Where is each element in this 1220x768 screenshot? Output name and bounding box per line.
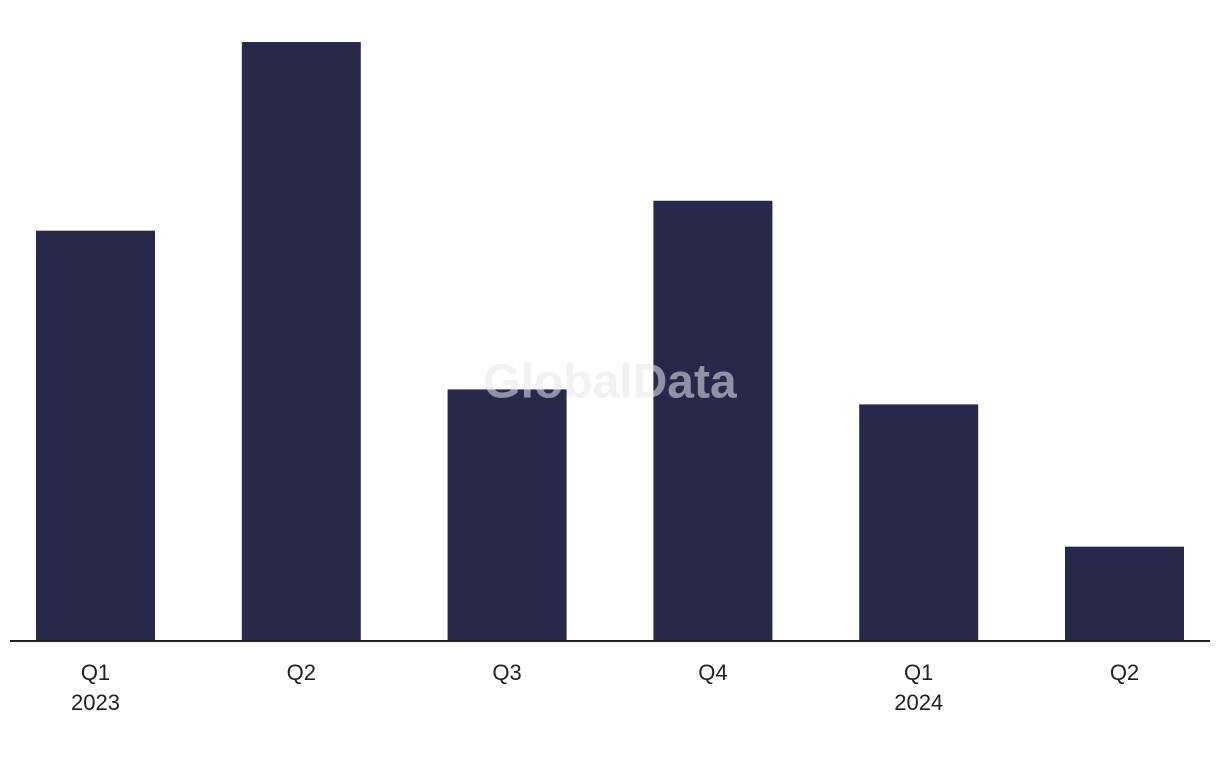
bar [447,389,567,641]
x-tick-label: Q1 [81,660,110,685]
x-tick-label: Q4 [698,660,727,685]
bar [859,404,979,641]
x-tick-label: Q3 [492,660,521,685]
x-tick-label: Q1 [904,660,933,685]
x-tick-label: Q2 [1110,660,1139,685]
x-tick-label: Q2 [287,660,316,685]
bar [241,42,361,641]
bar [653,200,773,642]
bar [36,230,155,641]
bar [1065,546,1184,641]
x-group-label: 2024 [894,690,943,715]
watermark: GlobalData [483,356,737,409]
x-group-label: 2023 [71,690,120,715]
